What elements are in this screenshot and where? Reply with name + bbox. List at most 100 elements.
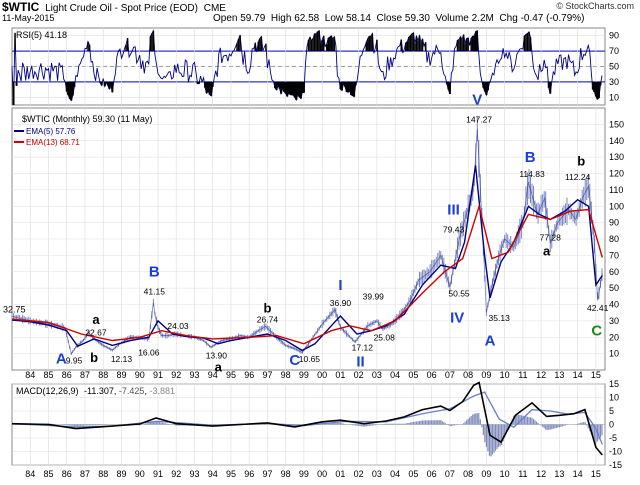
- macd-legend-signal: -7.425: [119, 386, 145, 396]
- open-label: Open: [213, 13, 238, 24]
- date-tick-label: 92: [171, 370, 181, 380]
- date-tick-label: 07: [445, 370, 455, 380]
- price-tick-label: 40: [609, 300, 619, 310]
- price-tick-label: 120: [609, 169, 624, 179]
- price-value-label: 39.99: [363, 292, 385, 302]
- wave-label: V: [472, 92, 482, 109]
- instrument-name: Light Crude Oil - Spot Price (EOD): [45, 3, 198, 14]
- ema13-legend: EMA(13) 68.71: [26, 138, 80, 147]
- date-tick-label: 09: [481, 469, 491, 479]
- date-tick-label: 84: [25, 469, 35, 479]
- rsi-tick-label: 90: [609, 31, 619, 41]
- date-tick-label: 13: [554, 370, 564, 380]
- date-tick-label: 89: [116, 469, 126, 479]
- wave-label: b: [90, 350, 98, 365]
- price-value-label: 16.06: [138, 347, 160, 357]
- date-tick-label: 86: [62, 370, 72, 380]
- date-tick-label: 95: [226, 370, 236, 380]
- date-tick-label: 96: [244, 469, 254, 479]
- price-value-label: 41.15: [144, 287, 166, 297]
- date-tick-label: 14: [573, 370, 583, 380]
- price-value-label: 35.13: [489, 313, 511, 323]
- close-label: Close: [376, 13, 403, 24]
- price-value-label: 77.28: [540, 233, 562, 243]
- macd-panel: 15 10 5 0 -5 -10 -15 MACD(12,26,9) -11.307, -7…: [11, 379, 622, 470]
- price-value-label: 79.43: [443, 224, 465, 234]
- macd-legend: MACD(12,26,9) -11.307, -7.425, -3.881: [16, 386, 175, 396]
- low-label: Low: [324, 13, 344, 24]
- date-tick-label: 97: [262, 469, 272, 479]
- price-tick-label: 30: [609, 316, 619, 326]
- change-label: Chg: [499, 13, 518, 24]
- price-tick-label: 80: [609, 234, 619, 244]
- date-tick-label: 00: [317, 370, 327, 380]
- credit-label[interactable]: © StockCharts.com: [556, 1, 634, 11]
- macd-legend-sep2: ,: [144, 386, 149, 396]
- price-value-label: 112.24: [565, 172, 591, 182]
- rsi-tick-label: 50: [609, 62, 619, 72]
- date-tick-label: 87: [80, 469, 90, 479]
- wave-label: B: [525, 149, 536, 166]
- date-tick-label: 14: [573, 469, 583, 479]
- wave-label: IV: [450, 310, 464, 327]
- date-tick-label: 89: [116, 370, 126, 380]
- ema5-line: [11, 165, 603, 352]
- date-tick-label: 85: [43, 370, 53, 380]
- start-price-label: 32.75: [3, 304, 26, 314]
- price-tick-label: 150: [609, 119, 624, 129]
- ema5-legend: EMA(5) 57.76: [26, 127, 76, 136]
- date-tick-label: 06: [427, 469, 437, 479]
- price-tick-label: 110: [609, 185, 623, 195]
- date-tick-label: 97: [262, 370, 272, 380]
- date-tick-label: 90: [135, 370, 145, 380]
- date-tick-label: 94: [208, 469, 218, 479]
- ohlc-summary: Open 59.79 High 62.58 Low 58.14 Close 59…: [213, 13, 584, 24]
- price-value-label: 25.08: [374, 333, 396, 343]
- price-value-label: 50.55: [448, 288, 470, 298]
- rsi-panel: 10 30 50 70 90 RSI(5) 41.18: [11, 27, 619, 106]
- price-value-label: 13.90: [206, 351, 228, 361]
- date-tick-label: 91: [153, 370, 163, 380]
- date-tick-label: 87: [80, 370, 90, 380]
- date-tick-label: 88: [98, 469, 108, 479]
- date-tick-label: 13: [554, 469, 564, 479]
- price-panel: 10 20 30 40 50 60 70 80 90 100 110 120 130 140 150 32.…: [3, 92, 624, 375]
- price-tick-label: 60: [609, 267, 619, 277]
- date-tick-label: 03: [372, 370, 382, 380]
- wave-label: III: [447, 201, 460, 218]
- price-tick-label: 130: [609, 152, 624, 162]
- price-value-label: 10.65: [299, 354, 321, 364]
- date-tick-label: 04: [390, 370, 400, 380]
- date-tick-label: 85: [43, 469, 53, 479]
- date-tick-label: 01: [335, 469, 345, 479]
- price-value-label: 9.95: [66, 355, 83, 365]
- price-value-label: 114.83: [519, 169, 545, 179]
- date-tick-label: 12: [536, 469, 546, 479]
- macd-tick-label: -5: [609, 433, 617, 443]
- macd-tick-label: 0: [609, 420, 614, 430]
- price-value-label: 24.03: [167, 321, 189, 331]
- date-tick-label: 10: [500, 469, 510, 479]
- date-tick-label: 86: [62, 469, 72, 479]
- date-tick-label: 99: [299, 469, 309, 479]
- wave-label: a: [543, 243, 551, 258]
- date-tick-label: 01: [335, 370, 345, 380]
- price-value-label: 26.74: [257, 315, 279, 325]
- close-value: 59.30: [404, 13, 430, 24]
- date-tick-label: 03: [372, 469, 382, 479]
- date-tick-label: 88: [98, 370, 108, 380]
- rsi-tick-label: 30: [609, 77, 619, 87]
- high-value: 62.58: [294, 13, 320, 24]
- price-tick-label: 90: [609, 218, 619, 228]
- date-tick-label: 96: [244, 370, 254, 380]
- rsi-tick-label: 10: [609, 92, 619, 102]
- macd-tick-label: -15: [609, 460, 622, 470]
- date-tick-label: 08: [463, 469, 473, 479]
- price-tick-label: 70: [609, 250, 619, 260]
- chart-date: 11-May-2015: [2, 13, 55, 23]
- price-value-label: 42.41: [587, 303, 609, 313]
- rsi-legend: RSI(5) 41.18: [16, 30, 67, 40]
- date-tick-label: 05: [408, 370, 418, 380]
- wave-label: C: [591, 323, 602, 340]
